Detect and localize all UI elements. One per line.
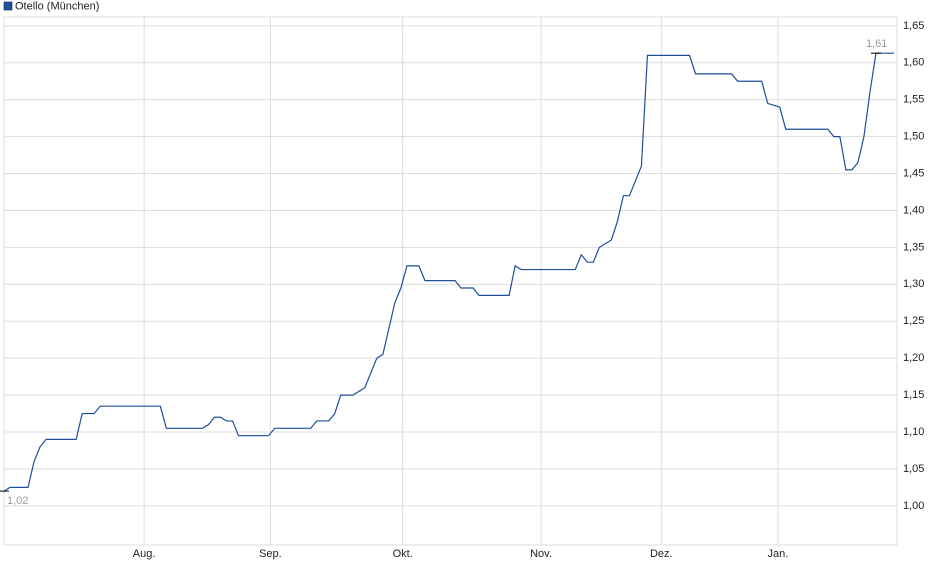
y-tick-label: 1,50	[903, 131, 924, 143]
y-tick-label: 1,10	[903, 426, 924, 438]
legend-swatch	[3, 1, 13, 11]
x-tick-label: Jan.	[768, 548, 789, 560]
y-tick-label: 1,45	[903, 167, 924, 179]
plot-frame	[3, 16, 898, 546]
price-line	[3, 52, 894, 492]
x-tick-label: Dez.	[650, 548, 673, 560]
y-tick-label: 1,05	[903, 463, 924, 475]
y-tick-label: 1,30	[903, 278, 924, 290]
y-tick-label: 1,65	[903, 20, 924, 32]
y-tick-label: 1,15	[903, 389, 924, 401]
y-tick-label: 1,35	[903, 241, 924, 253]
y-tick-label: 1,20	[903, 352, 924, 364]
x-tick-label: Aug.	[133, 548, 156, 560]
y-tick-label: 1,40	[903, 204, 924, 216]
x-tick-label: Sep.	[259, 548, 282, 560]
x-tick-label: Nov.	[530, 548, 552, 560]
y-tick-label: 1,60	[903, 57, 924, 69]
x-tick-label: Okt.	[393, 548, 413, 560]
y-tick-label: 1,00	[903, 500, 924, 512]
legend-label: Otello (München)	[15, 0, 99, 12]
y-tick-label: 1,25	[903, 315, 924, 327]
y-tick-label: 1,55	[903, 94, 924, 106]
extreme-label: 1,02	[7, 495, 28, 507]
extreme-label: 1,61	[866, 38, 887, 50]
